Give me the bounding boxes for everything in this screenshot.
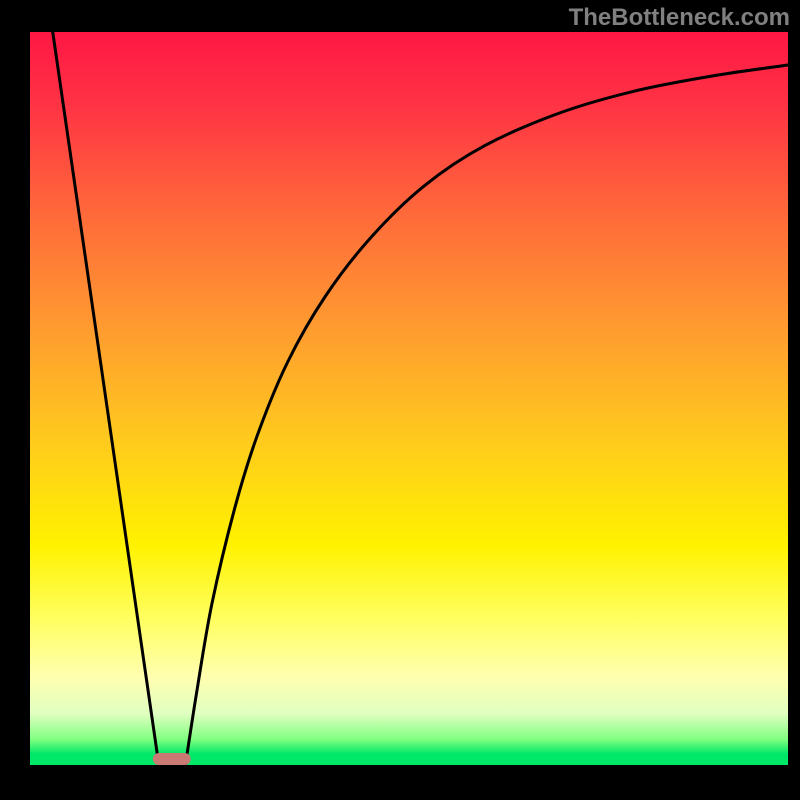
optimal-marker (153, 753, 191, 765)
bottleneck-chart (0, 0, 800, 800)
watermark-text: TheBottleneck.com (569, 4, 790, 32)
chart-container (0, 0, 800, 800)
